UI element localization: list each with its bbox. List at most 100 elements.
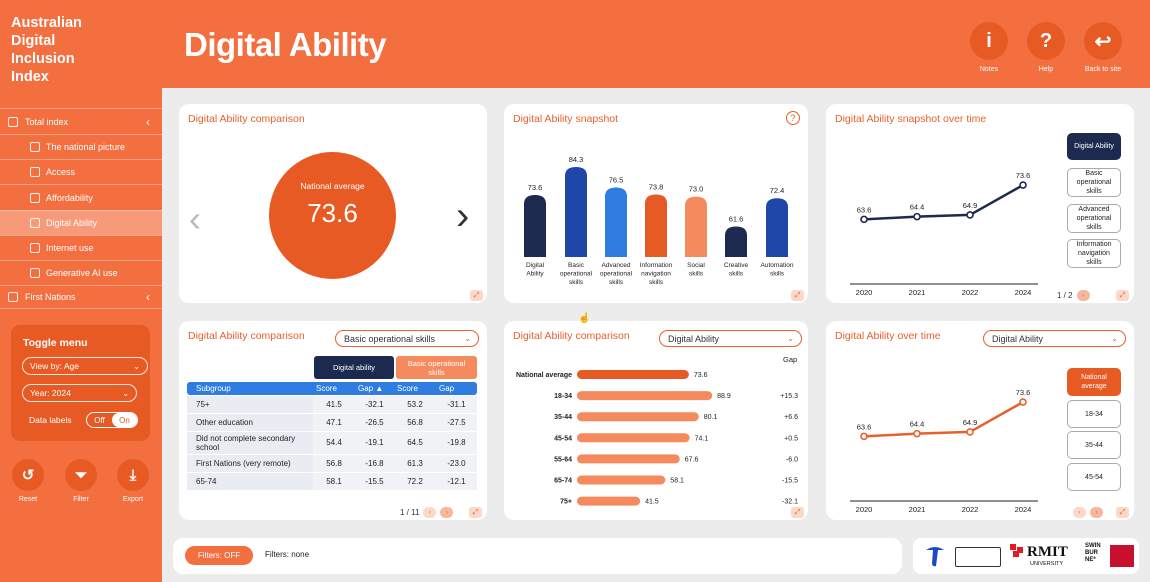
gap-label: -15.5 — [782, 478, 798, 485]
card-title: Digital Ability snapshot over time — [835, 113, 987, 125]
column-header[interactable]: Gap ▲ — [355, 382, 394, 396]
expand-icon[interactable]: ⤢ — [469, 507, 482, 518]
category-label: Basic — [568, 262, 585, 269]
telstra-logo — [924, 544, 946, 568]
prev-arrow-icon[interactable]: ‹ — [189, 198, 201, 239]
chevron-down-icon: ⌄ — [787, 334, 794, 343]
data-point — [1019, 181, 1027, 189]
legend-advanced-operational[interactable]: Advanced operational skills — [1067, 204, 1121, 233]
data-labels-label: Data labels — [29, 415, 72, 425]
sidebar-item-access[interactable]: Access — [0, 159, 162, 184]
pager: ‹ › — [1073, 507, 1103, 518]
export-label: Export — [122, 496, 144, 503]
help-icon[interactable]: ? — [786, 111, 800, 125]
table-cell: -27.5 — [436, 413, 477, 432]
legend-35-44[interactable]: 35-44 — [1067, 431, 1121, 459]
measure-dropdown[interactable]: Basic operational skills ⌄ — [335, 330, 479, 347]
gap-label: +6.6 — [784, 414, 798, 421]
table-cell: -16.8 — [355, 454, 394, 473]
toggle-on[interactable]: On — [112, 413, 137, 427]
chevron-down-icon: ⌄ — [464, 334, 471, 343]
header: Australian Digital Inclusion Index Digit… — [0, 0, 1150, 88]
expand-icon[interactable]: ⤢ — [1116, 507, 1129, 518]
column-header[interactable]: Subgroup — [187, 382, 313, 396]
prev-page-button[interactable]: ‹ — [423, 507, 437, 518]
sidebar-item-internet-use[interactable]: Internet use — [0, 235, 162, 260]
filter-button[interactable]: ⏷ Filter — [61, 459, 101, 503]
expand-icon[interactable]: ⤢ — [791, 507, 804, 518]
legend-digital-ability[interactable]: Digital Ability — [1067, 133, 1121, 160]
gap-label: +15.3 — [780, 393, 798, 400]
expand-icon[interactable]: ⤢ — [1116, 290, 1129, 301]
table-cell: 72.2 — [394, 472, 436, 491]
category-label: skills — [649, 279, 664, 286]
legend-information-navigation[interactable]: Information navigation skills — [1067, 239, 1121, 268]
table-cell: 58.1 — [313, 472, 355, 491]
legend-national-average[interactable]: National average — [1067, 368, 1121, 396]
sidebar-item-first-nations[interactable]: First Nations ‹ — [0, 285, 162, 309]
next-arrow-icon[interactable]: › — [456, 194, 470, 238]
help-button[interactable]: ? Help — [1021, 22, 1071, 73]
data-label: 73.0 — [689, 185, 704, 194]
sidebar-item-label: Generative AI use — [46, 268, 118, 278]
card-title: Digital Ability comparison — [188, 113, 305, 125]
table-cell: -19.8 — [436, 431, 477, 455]
export-button[interactable]: ⤓ Export — [113, 459, 153, 503]
measure-dropdown[interactable]: Digital Ability ⌄ — [659, 330, 802, 347]
ability-icon — [30, 218, 40, 228]
snapshot-line-chart: 63.6 64.4 64.9 73.6 2020 2021 2022 2024 — [850, 171, 1038, 297]
view-by-select[interactable]: View by: Age ⌄ — [22, 357, 148, 375]
sidebar-item-digital-ability[interactable]: Digital Ability — [0, 210, 162, 235]
filters-toggle-button[interactable]: Filters: OFF — [185, 546, 253, 565]
legend-basic-operational[interactable]: Basic operational skills — [1067, 168, 1121, 197]
sidebar-item-affordability[interactable]: Affordability — [0, 184, 162, 210]
filter-label: Filter — [73, 496, 89, 503]
pager: 1 / 11 ‹ › — [400, 507, 454, 518]
measure-dropdown[interactable]: Digital Ability ⌄ — [983, 330, 1126, 347]
over-time-line-chart: 63.6 64.4 64.9 73.6 2020 2021 2022 2024 — [850, 388, 1038, 514]
next-page-button[interactable]: › — [1076, 290, 1090, 301]
notes-button[interactable]: i Notes — [964, 22, 1014, 73]
page-indicator: 1 / 2 — [1057, 291, 1073, 300]
page-indicator: 1 / 11 — [400, 508, 420, 517]
column-header[interactable]: Gap — [436, 382, 477, 396]
legend-45-54[interactable]: 45-54 — [1067, 463, 1121, 491]
data-label: 67.6 — [685, 456, 699, 463]
column-header[interactable]: Score — [313, 382, 355, 396]
expand-icon[interactable]: ⤢ — [470, 290, 483, 301]
data-label: 58.1 — [670, 478, 684, 485]
back-to-site-button[interactable]: ↩ Back to site — [1078, 22, 1128, 73]
next-page-button[interactable]: › — [1090, 507, 1103, 518]
prev-page-button[interactable]: ‹ — [1073, 507, 1086, 518]
sidebar-item-national-picture[interactable]: The national picture — [0, 134, 162, 159]
snapshot-card: Digital Ability snapshot ? 73.6 Digital Ab… — [504, 104, 808, 303]
category-label: operational — [560, 271, 593, 278]
expand-icon[interactable]: ⤢ — [791, 290, 804, 301]
series-line — [863, 400, 1024, 438]
sidebar-item-generative-ai[interactable]: Generative AI use — [0, 260, 162, 285]
data-point — [860, 432, 868, 441]
year-select[interactable]: Year: 2024 ⌄ — [22, 384, 137, 402]
sidebar-item-label: Access — [46, 167, 76, 177]
table-cell: -23.0 — [436, 454, 477, 473]
table-cell: 65-74 — [187, 472, 313, 491]
legend-18-34[interactable]: 18-34 — [1067, 400, 1121, 428]
toggle-off[interactable]: Off — [94, 415, 105, 425]
x-tick-label: 2020 — [856, 505, 873, 514]
card-title: Digital Ability comparison — [513, 330, 630, 342]
sidebar-item-total-index[interactable]: Total index ‹ — [0, 108, 162, 134]
category-label: 18-34 — [554, 393, 572, 400]
ai-icon — [30, 268, 40, 278]
bar — [577, 496, 641, 506]
next-page-button[interactable]: › — [440, 507, 454, 518]
data-point — [966, 211, 974, 219]
data-label: 73.8 — [649, 183, 664, 192]
reset-button[interactable]: ↺ Reset — [8, 459, 48, 503]
column-header[interactable]: Score — [394, 382, 436, 396]
table-cell: 56.8 — [394, 413, 436, 432]
data-label: 73.6 — [694, 372, 708, 379]
data-labels-toggle[interactable]: Off On — [86, 412, 138, 428]
comparison-bar-card: Digital Ability comparison Digital Abili… — [504, 321, 808, 520]
export-icon: ⤓ — [117, 459, 149, 491]
national-average-caption: National average — [300, 181, 365, 191]
